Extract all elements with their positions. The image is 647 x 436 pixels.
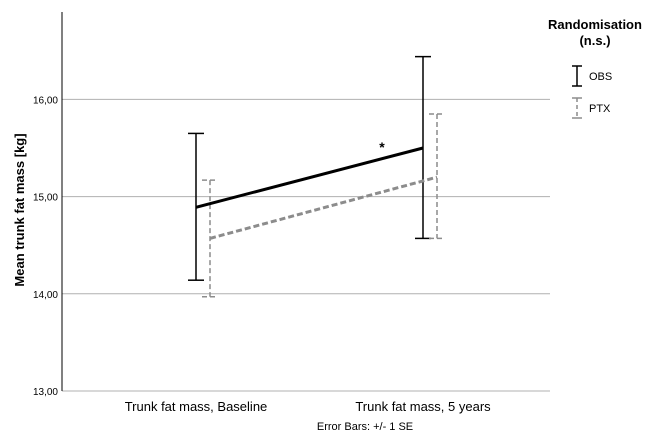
legend-item-ptx: PTX — [572, 97, 611, 119]
significance-annotation: * — [379, 139, 385, 155]
y-tick-label: 16,00 — [33, 95, 58, 106]
y-tick-label: 13,00 — [33, 387, 58, 398]
legend-title: Randomisation (n.s.) — [548, 17, 642, 48]
legend: Randomisation (n.s.) OBS PTX — [548, 17, 642, 119]
y-tick-labels: 13,00 14,00 15,00 16,00 — [33, 95, 58, 398]
grid-lines — [62, 98, 550, 392]
y-axis-label: Mean trunk fat mass [kg] — [12, 133, 27, 286]
y-tick-label: 14,00 — [33, 290, 58, 301]
series-line-ptx — [209, 175, 438, 240]
legend-label: OBS — [589, 71, 612, 83]
legend-title-line: (n.s.) — [579, 33, 610, 48]
series-line-obs — [195, 146, 424, 209]
legend-items: OBS PTX — [572, 65, 612, 119]
series-lines — [195, 146, 438, 240]
y-tick-label: 15,00 — [33, 193, 58, 204]
legend-label: PTX — [589, 103, 611, 115]
x-tick-label: Trunk fat mass, 5 years — [355, 399, 491, 414]
legend-item-obs: OBS — [572, 65, 612, 87]
x-tick-label: Trunk fat mass, Baseline — [125, 399, 268, 414]
x-tick-labels: Trunk fat mass, Baseline Trunk fat mass, … — [125, 399, 491, 414]
footnote: Error Bars: +/- 1 SE — [317, 421, 413, 433]
legend-title-line: Randomisation — [548, 17, 642, 32]
